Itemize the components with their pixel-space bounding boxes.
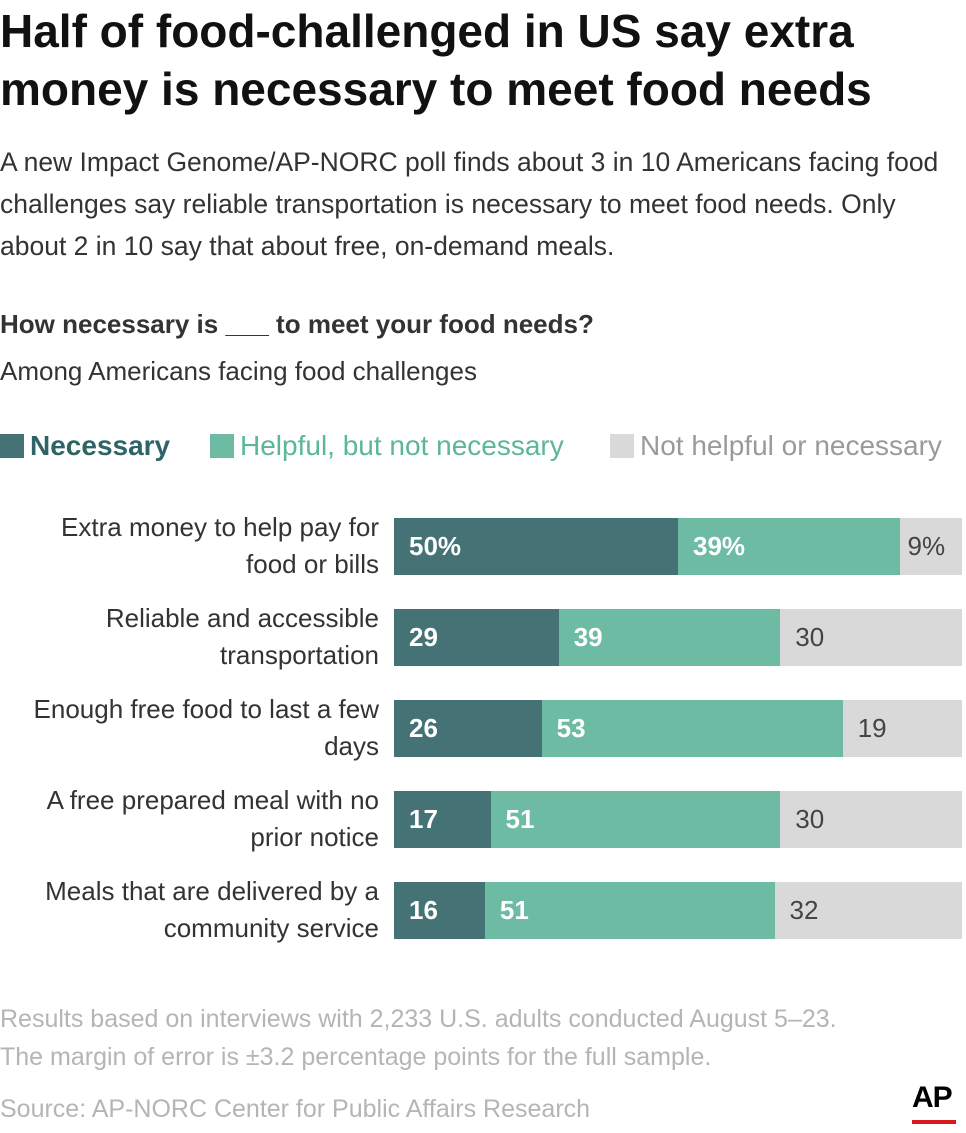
data-label-helpful: 51 — [505, 804, 535, 834]
data-label-not-helpful: 32 — [789, 895, 819, 925]
bar-segment-helpful — [541, 700, 843, 757]
data-label-necessary: 29 — [409, 622, 438, 652]
bar-segment-helpful — [558, 609, 781, 666]
legend-swatch-helpful — [210, 434, 234, 458]
category-label-line: Extra money to help pay for — [61, 512, 379, 542]
legend-label-not-helpful: Not helpful or necessary — [640, 430, 942, 461]
notes-line-2: The margin of error is ±3.2 percentage p… — [0, 1043, 712, 1071]
survey-question: How necessary is ___ to meet your food n… — [0, 309, 594, 339]
legend-label-necessary: Necessary — [30, 430, 171, 461]
notes-line-1: Results based on interviews with 2,233 U… — [0, 1005, 837, 1033]
data-label-not-helpful: 19 — [857, 713, 887, 743]
chart-title: Half of food-challenged in US say extra … — [0, 5, 872, 115]
category-label-line: days — [324, 731, 379, 761]
legend-swatch-not-helpful — [610, 434, 634, 458]
legend-label-helpful: Helpful, but not necessary — [240, 430, 564, 461]
data-label-helpful: 39% — [693, 531, 746, 561]
bar-segment-not-helpful — [780, 609, 962, 666]
category-label-line: prior notice — [250, 822, 379, 852]
ap-logo: AP — [912, 1081, 953, 1114]
category-label-line: Meals that are delivered by a — [45, 876, 379, 906]
category-label: Reliable and accessible transportation — [0, 600, 379, 674]
category-label-line: food or bills — [246, 549, 379, 579]
legend-item-not-helpful: Not helpful or necessary — [610, 424, 942, 468]
bar-segment-necessary — [394, 609, 559, 666]
source-credit: Source: AP-NORC Center for Public Affair… — [0, 1095, 591, 1123]
category-label-line: community service — [163, 913, 379, 943]
bar-segment-necessary — [394, 518, 678, 575]
category-label-line: transportation — [220, 640, 379, 670]
category-label-line: Enough free food to last a few — [33, 694, 379, 724]
data-label-not-helpful: 30 — [795, 622, 825, 652]
category-label-line: A free prepared meal with no — [46, 785, 379, 815]
ap-logo-underline — [912, 1120, 956, 1124]
category-label: A free prepared meal with no prior notice — [0, 782, 379, 856]
category-label: Enough free food to last a few days — [0, 691, 379, 765]
data-label-helpful: 53 — [556, 713, 586, 743]
bar-segment-necessary — [394, 791, 491, 848]
bar-segment-not-helpful — [780, 791, 962, 848]
bar-segment-helpful — [678, 518, 900, 575]
bar-segment-necessary — [394, 700, 542, 757]
bar-segment-necessary — [394, 882, 485, 939]
data-label-helpful: 39 — [573, 622, 603, 652]
category-label: Extra money to help pay for food or bills — [0, 509, 379, 583]
chart-subtitle: A new Impact Genome/AP-NORC poll finds a… — [0, 147, 939, 261]
data-label-helpful: 51 — [499, 895, 529, 925]
legend-swatch-necessary — [0, 434, 24, 458]
category-label: Meals that are delivered by a community s… — [0, 873, 379, 947]
bar-segment-helpful — [484, 882, 775, 939]
data-label-not-helpful: 30 — [795, 804, 825, 834]
legend-item-helpful: Helpful, but not necessary — [210, 424, 564, 468]
bar-segment-helpful — [490, 791, 781, 848]
methodology-notes: Results based on interviews with 2,233 U… — [0, 1000, 966, 1076]
category-label-line: Reliable and accessible — [105, 603, 379, 633]
bar-segment-not-helpful — [774, 882, 962, 939]
bar-segment-not-helpful — [842, 700, 962, 757]
data-label-not-helpful: 9% — [907, 531, 946, 561]
survey-population: Among Americans facing food challenges — [0, 356, 477, 386]
legend: Necessary Helpful, but not necessary Not… — [0, 424, 966, 468]
data-label-necessary: 50% — [409, 531, 462, 561]
data-label-necessary: 26 — [409, 713, 438, 743]
bar-segment-not-helpful — [899, 518, 962, 575]
legend-item-necessary: Necessary — [0, 424, 170, 468]
data-label-necessary: 16 — [409, 895, 438, 925]
data-label-necessary: 17 — [409, 804, 438, 834]
